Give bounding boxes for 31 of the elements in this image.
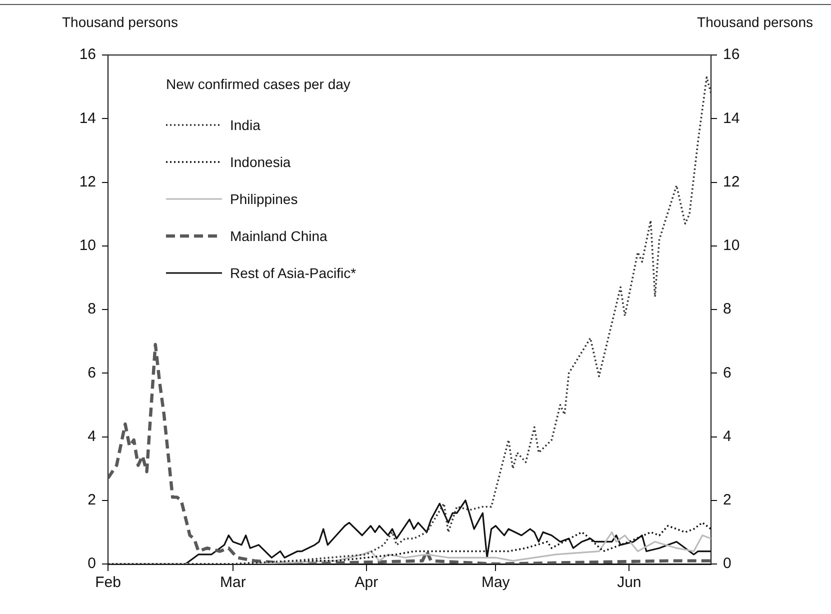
x-tick-label: Mar <box>220 574 246 592</box>
y-tick-label: 6 <box>88 364 96 382</box>
y2-tick-label: 12 <box>723 173 740 190</box>
x-tick-label: Jun <box>617 574 642 592</box>
y-tick-label: 16 <box>79 46 96 64</box>
y2-tick-label: 14 <box>723 110 740 127</box>
y2-tick-label: 2 <box>723 492 732 509</box>
y2-tick-label: 10 <box>723 237 740 254</box>
y2-tick-label: 16 <box>723 46 740 64</box>
legend-label: Philippines <box>230 190 298 206</box>
y-tick-label: 8 <box>88 300 96 318</box>
y-tick-label: 14 <box>79 110 96 127</box>
x-tick-label: Apr <box>354 574 378 592</box>
y-tick-label: 12 <box>79 173 96 190</box>
y-tick-label: 2 <box>88 492 96 509</box>
y-tick-label: 4 <box>88 428 96 445</box>
x-tick-label: May <box>481 574 510 592</box>
y2-axis-title: Thousand persons <box>697 14 813 30</box>
legend-label: Rest of Asia-Pacific* <box>230 264 356 280</box>
y2-tick-label: 8 <box>723 300 732 318</box>
legend-label: India <box>230 116 260 132</box>
legend-label: Indonesia <box>230 154 291 170</box>
y2-tick-label: 0 <box>723 555 732 572</box>
legend-title: New confirmed cases per day <box>166 76 352 92</box>
y2-tick-label: 4 <box>723 428 732 445</box>
y2-tick-label: 6 <box>723 364 732 382</box>
legend-label: Mainland China <box>230 228 328 244</box>
y-tick-label: 0 <box>88 555 96 572</box>
y-tick-label: 10 <box>79 237 96 254</box>
y-axis-title: Thousand persons <box>62 14 178 30</box>
x-tick-label: Feb <box>95 574 121 592</box>
